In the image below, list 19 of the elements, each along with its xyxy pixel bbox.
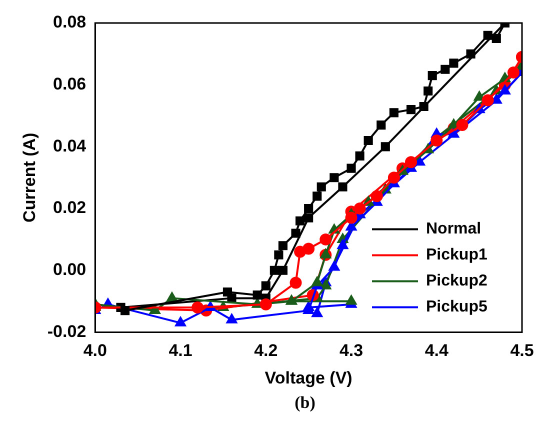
text: (b)	[294, 393, 316, 413]
y-tick-label: 0.08	[53, 12, 86, 32]
y-tick-label: -0.02	[47, 322, 86, 341]
legend-label: Pickup5	[426, 298, 488, 316]
y-tick-label: 0.02	[53, 198, 86, 218]
x-tick-label: 4.3	[339, 341, 364, 360]
x-tick-label: 4.4	[424, 341, 449, 360]
x-tick-label: 4.0	[83, 341, 107, 360]
legend-label: Pickup2	[426, 272, 488, 290]
legend-label: Pickup1	[426, 246, 488, 264]
x-tick-label: 4.1	[168, 341, 192, 360]
y-tick-label: 0.04	[53, 136, 87, 156]
x-tick-label: 4.2	[254, 341, 278, 360]
y-tick-label: 0.00	[53, 260, 86, 280]
x-tick-label: 4.5	[510, 341, 534, 360]
y-axis-title: Current (A)	[20, 132, 39, 222]
y-tick-label: 0.06	[53, 74, 86, 94]
legend-label: Normal	[426, 220, 482, 238]
x-axis-title: Voltage (V)	[264, 368, 352, 388]
